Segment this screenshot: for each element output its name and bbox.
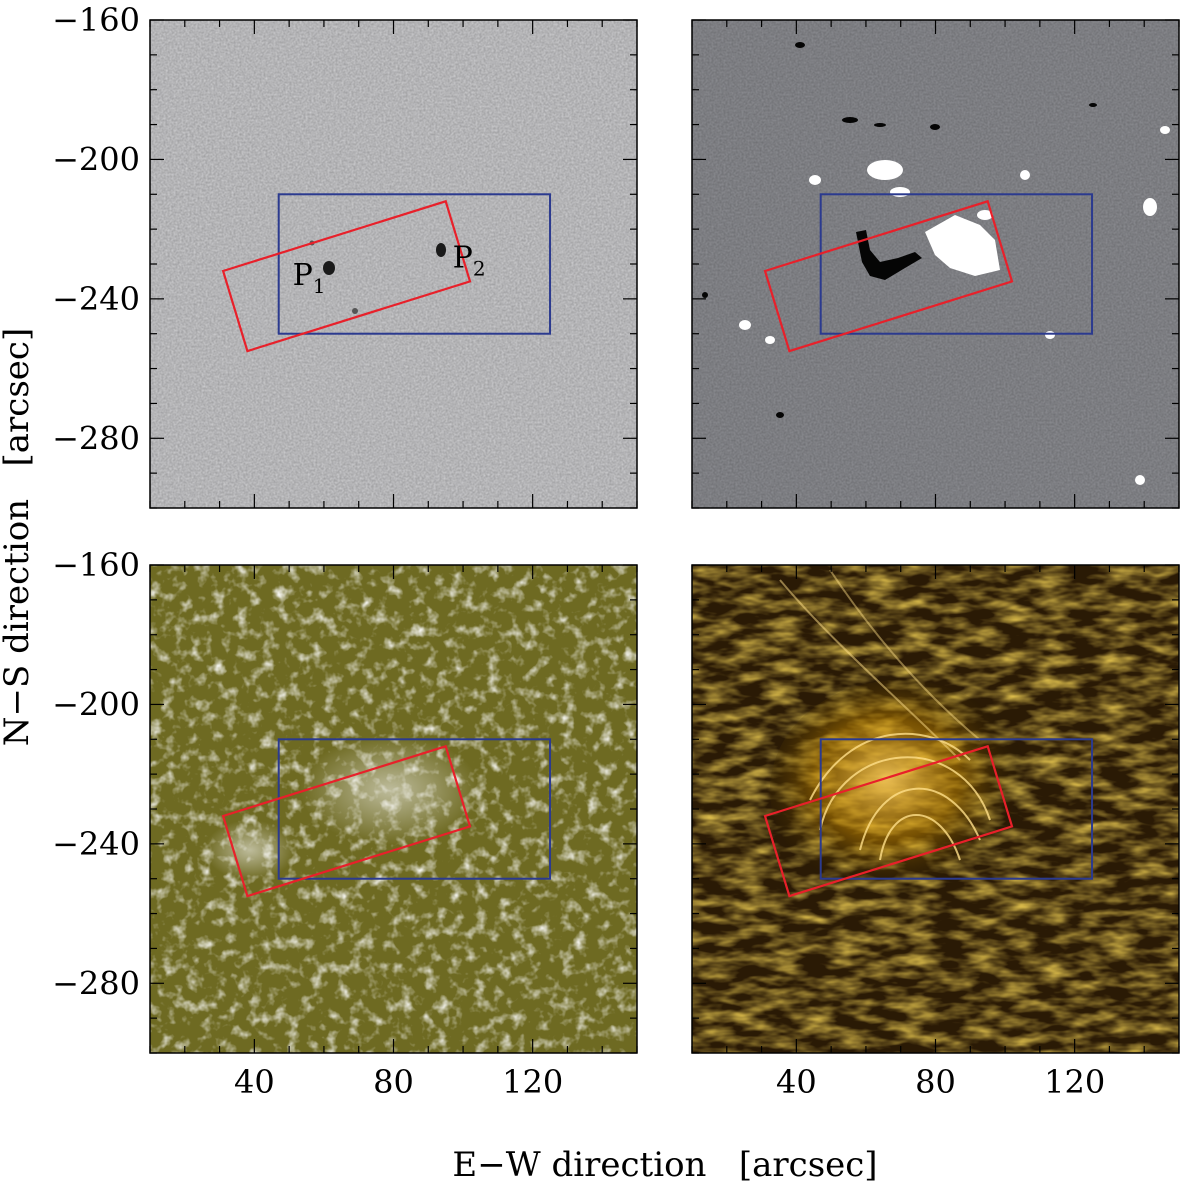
y-tick-label: −240 bbox=[52, 825, 140, 863]
y-tick-label: −200 bbox=[52, 685, 140, 723]
panel-corona bbox=[691, 564, 1180, 1054]
positive-polarity bbox=[739, 126, 1170, 485]
x-tick-label: 80 bbox=[915, 1063, 956, 1101]
panel-magnetogram bbox=[691, 19, 1180, 509]
axis-ticks bbox=[149, 19, 1180, 1054]
y-tick-label: −240 bbox=[52, 280, 140, 318]
x-tick-label: 40 bbox=[234, 1063, 275, 1101]
pore-label: P1 bbox=[293, 258, 326, 298]
y-axis-label: N−S direction [arcsec] bbox=[0, 328, 37, 746]
blue-box bbox=[819, 193, 1094, 335]
y-tick-label: −280 bbox=[52, 419, 140, 457]
x-tick-label: 40 bbox=[776, 1063, 817, 1101]
red-box bbox=[221, 199, 472, 353]
y-tick-label: −160 bbox=[52, 1, 140, 39]
x-axis-label: E−W direction [arcsec] bbox=[452, 1145, 877, 1185]
overlay-boxes bbox=[221, 193, 1094, 898]
y-tick-label: −280 bbox=[52, 964, 140, 1002]
negative-polarity bbox=[702, 42, 1097, 418]
blue-box bbox=[277, 193, 552, 335]
panel-chromosphere bbox=[149, 564, 638, 1054]
x-tick-label: 120 bbox=[502, 1063, 563, 1101]
blue-box bbox=[819, 738, 1094, 880]
red-box bbox=[221, 744, 472, 898]
blue-box bbox=[277, 738, 552, 880]
panel-labels: P1 P2 bbox=[293, 240, 486, 297]
pore-label: P2 bbox=[453, 240, 486, 280]
panel-continuum bbox=[149, 19, 638, 509]
x-tick-label: 80 bbox=[373, 1063, 414, 1101]
y-tick-label: −160 bbox=[52, 546, 140, 584]
y-tick-label: −200 bbox=[52, 140, 140, 178]
tick-labels: −160 −200 −240 −280 −160 −200 −240 −280 40 80 120 4… bbox=[52, 1, 1105, 1101]
red-box bbox=[763, 744, 1014, 898]
red-box bbox=[763, 199, 1014, 353]
coronal-loops bbox=[779, 569, 991, 861]
x-tick-label: 120 bbox=[1044, 1063, 1105, 1101]
